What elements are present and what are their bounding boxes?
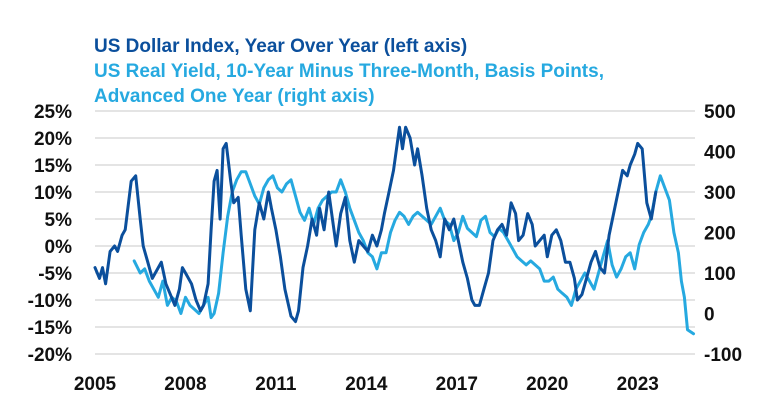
- left-axis-tick-label: 5%: [45, 210, 73, 231]
- right-axis-tick-label: 300: [704, 183, 736, 204]
- right-axis-tick-label: -100: [704, 345, 742, 366]
- legend-real-yield-line-2: Advanced One Year (right axis): [94, 86, 375, 107]
- right-axis-tick-label: 100: [704, 264, 736, 285]
- left-axis-tick-label: -15%: [28, 318, 72, 339]
- legend-dollar-index: US Dollar Index, Year Over Year (left ax…: [94, 36, 468, 57]
- left-axis-tick-label: 10%: [34, 183, 72, 204]
- right-axis-tick-label: 400: [704, 143, 736, 164]
- x-axis-tick-label: 2020: [526, 374, 568, 395]
- series-dollar-index-line: [93, 125, 658, 324]
- left-axis-tick-label: 20%: [34, 129, 72, 150]
- x-axis-tick-label: 2008: [164, 374, 206, 395]
- x-axis-tick-label: 2005: [74, 374, 117, 395]
- left-axis-tick-label: 25%: [34, 102, 72, 123]
- series-real-yield-line: [132, 170, 695, 336]
- right-axis-tick-label: 0: [704, 305, 715, 326]
- right-axis-tick-label: 200: [704, 224, 736, 245]
- right-axis-tick-label: 500: [704, 102, 736, 123]
- left-axis-tick-label: 15%: [34, 156, 72, 177]
- x-axis-tick-label: 2023: [617, 374, 659, 395]
- left-axis-tick-label: -10%: [28, 291, 72, 312]
- x-axis-tick-label: 2014: [345, 374, 388, 395]
- left-axis-tick-label: 0%: [45, 237, 73, 258]
- left-axis-tick-label: -5%: [38, 264, 72, 285]
- legend-real-yield-line-1: US Real Yield, 10-Year Minus Three-Month…: [94, 61, 604, 82]
- x-axis-tick-label: 2017: [436, 374, 478, 395]
- left-axis-tick-label: -20%: [28, 345, 72, 366]
- x-axis-tick-label: 2011: [255, 374, 297, 395]
